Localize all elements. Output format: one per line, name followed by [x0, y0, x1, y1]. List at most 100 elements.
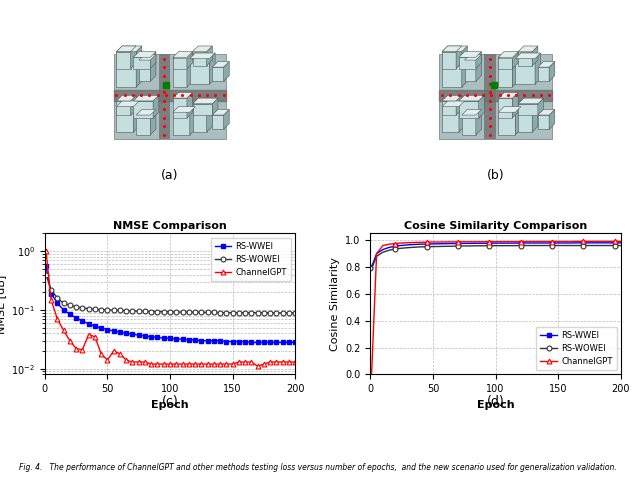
RS-WOWEI — [241, 310, 249, 315]
RS-WOWEI — [154, 309, 161, 314]
RS-WWEI — [210, 338, 218, 344]
RS-WOWEI — [516, 243, 524, 249]
RS-WWEI — [473, 240, 481, 246]
Polygon shape — [476, 52, 481, 69]
RS-WWEI — [567, 240, 575, 246]
Polygon shape — [193, 98, 218, 104]
RS-WOWEI — [442, 243, 449, 249]
Polygon shape — [187, 93, 193, 118]
ChannelGPT — [417, 240, 424, 245]
RS-WWEI — [410, 241, 418, 247]
RS-WWEI — [448, 240, 456, 246]
RS-WOWEI — [611, 243, 618, 249]
ChannelGPT — [548, 239, 556, 244]
RS-WWEI — [285, 339, 293, 345]
RS-WOWEI — [604, 243, 612, 249]
ChannelGPT — [223, 361, 230, 367]
Polygon shape — [442, 101, 456, 115]
RS-WWEI — [172, 336, 180, 342]
RS-WOWEI — [372, 253, 380, 259]
RS-WWEI — [604, 240, 612, 246]
RS-WOWEI — [291, 310, 299, 316]
RS-WOWEI — [379, 250, 387, 255]
ChannelGPT — [504, 239, 512, 244]
RS-WWEI — [248, 339, 255, 345]
RS-WWEI — [511, 240, 518, 246]
Polygon shape — [518, 98, 538, 104]
RS-WOWEI — [141, 308, 149, 314]
RS-WOWEI — [260, 310, 268, 315]
RS-WWEI — [66, 311, 74, 317]
ChannelGPT — [228, 361, 236, 367]
RS-WOWEI — [404, 245, 412, 251]
ChannelGPT — [492, 239, 499, 244]
RS-WOWEI — [248, 310, 255, 315]
RS-WOWEI — [129, 308, 136, 314]
ChannelGPT — [567, 239, 575, 244]
Polygon shape — [513, 53, 518, 87]
RS-WOWEI — [435, 243, 443, 249]
RS-WWEI — [47, 291, 55, 297]
ChannelGPT — [42, 248, 50, 254]
Polygon shape — [515, 59, 535, 84]
RS-WWEI — [504, 240, 512, 246]
Polygon shape — [207, 46, 212, 66]
RS-WOWEI — [60, 300, 67, 306]
ChannelGPT — [592, 239, 600, 244]
ChannelGPT — [460, 239, 468, 245]
ChannelGPT — [516, 239, 524, 244]
Polygon shape — [442, 46, 467, 52]
Polygon shape — [212, 109, 229, 115]
RS-WWEI — [147, 334, 155, 340]
Line: RS-WOWEI: RS-WOWEI — [368, 243, 623, 271]
RS-WWEI — [529, 240, 537, 246]
RS-WWEI — [498, 240, 506, 246]
RS-WOWEI — [79, 305, 86, 311]
Polygon shape — [459, 52, 481, 57]
Line: RS-WOWEI: RS-WOWEI — [44, 272, 298, 315]
RS-WWEI — [185, 337, 193, 343]
RS-WWEI — [160, 336, 168, 341]
Polygon shape — [173, 53, 193, 59]
Polygon shape — [207, 98, 212, 132]
ChannelGPT — [135, 359, 143, 365]
Polygon shape — [133, 57, 150, 69]
RS-WOWEI — [54, 295, 61, 301]
RS-WWEI — [385, 244, 393, 250]
Polygon shape — [133, 101, 139, 132]
Polygon shape — [116, 46, 142, 52]
RS-WOWEI — [536, 243, 543, 249]
Polygon shape — [173, 93, 193, 98]
RS-WWEI — [97, 325, 105, 331]
RS-WWEI — [79, 318, 86, 324]
Polygon shape — [139, 54, 156, 60]
RS-WOWEI — [185, 309, 193, 315]
Polygon shape — [150, 54, 156, 81]
RS-WOWEI — [47, 287, 55, 293]
Polygon shape — [499, 57, 513, 69]
ChannelGPT — [129, 359, 136, 365]
RS-WOWEI — [368, 265, 376, 271]
RS-WOWEI — [548, 243, 556, 249]
Polygon shape — [499, 112, 515, 135]
RS-WOWEI — [216, 310, 224, 315]
Polygon shape — [173, 98, 187, 118]
RS-WWEI — [404, 242, 412, 248]
Polygon shape — [136, 109, 156, 115]
RS-WOWEI — [204, 310, 211, 315]
RS-WOWEI — [567, 243, 575, 249]
ChannelGPT — [473, 239, 481, 245]
RS-WWEI — [372, 251, 380, 256]
RS-WWEI — [592, 240, 600, 246]
Line: ChannelGPT: ChannelGPT — [44, 249, 298, 369]
Polygon shape — [223, 109, 229, 129]
ChannelGPT — [448, 239, 456, 245]
RS-WOWEI — [147, 309, 155, 314]
Polygon shape — [538, 109, 555, 115]
RS-WOWEI — [454, 243, 462, 249]
Polygon shape — [131, 46, 136, 69]
Polygon shape — [173, 52, 193, 57]
ChannelGPT — [385, 241, 393, 247]
ChannelGPT — [586, 239, 593, 244]
RS-WOWEI — [254, 310, 262, 315]
